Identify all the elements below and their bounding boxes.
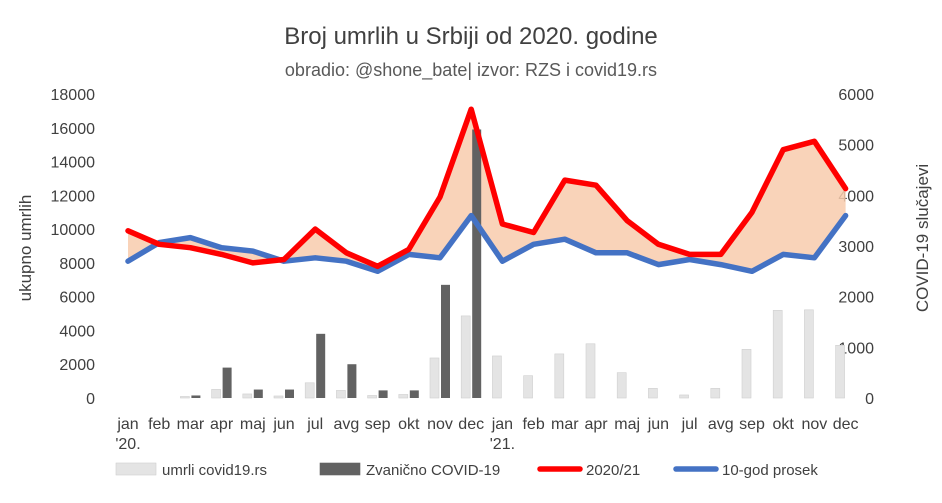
bar-zvanicno-covid19 — [409, 390, 419, 398]
bar-umrli-covid19rs — [804, 309, 814, 399]
bar-umrli-covid19rs — [741, 349, 752, 399]
bar-umrli-covid19rs — [648, 388, 658, 399]
x-tick-label: sep — [365, 416, 391, 433]
y-left-tick-label: 2000 — [59, 357, 95, 374]
x-tick-label: jun — [272, 416, 294, 433]
x-tick-label: feb — [522, 416, 544, 433]
bar-umrli-covid19rs — [523, 375, 533, 399]
x-year-label: '21. — [490, 436, 515, 453]
legend-label: Zvanično COVID-19 — [366, 462, 500, 479]
bar-umrli-covid19rs — [273, 395, 284, 399]
y-left-tick-label: 4000 — [59, 323, 95, 340]
bar-zvanicno-covid19 — [472, 129, 482, 398]
x-tick-label: okt — [773, 416, 795, 433]
x-tick-label: maj — [614, 416, 640, 433]
bar-umrli-covid19rs — [585, 343, 596, 399]
x-tick-label: jul — [681, 416, 698, 433]
y-right-tick-label: 0 — [865, 391, 874, 408]
y-right-tick-label: 2000 — [838, 290, 874, 307]
chart-title: Broj umrlih u Srbiji od 2020. godine — [284, 23, 658, 50]
legend-label: 2020/21 — [586, 462, 640, 479]
legend-swatch — [319, 462, 361, 476]
x-tick-label: apr — [210, 416, 234, 433]
x-tick-label: nov — [427, 416, 453, 433]
bar-umrli-covid19rs — [180, 396, 190, 399]
y-left-tick-label: 8000 — [59, 256, 95, 273]
bar-zvanicno-covid19 — [253, 389, 263, 398]
bar-umrli-covid19rs — [367, 395, 377, 399]
legend-swatch — [115, 462, 157, 476]
x-tick-label: nov — [802, 416, 828, 433]
bar-zvanicno-covid19 — [222, 367, 232, 398]
line-2020-21 — [125, 106, 849, 270]
y-right-tick-label: 6000 — [838, 87, 874, 104]
y-left-tick-label: 6000 — [59, 290, 95, 307]
y-right-tick-label: 1000 — [838, 340, 874, 357]
legend-item: umrli covid19.rs — [115, 462, 267, 479]
legend-label: 10-god prosek — [722, 462, 818, 479]
x-tick-label: maj — [240, 416, 266, 433]
x-tick-label: sep — [739, 416, 765, 433]
y-left-tick-label: 18000 — [51, 87, 96, 104]
legend: umrli covid19.rs Zvanično COVID-19 2020/21… — [115, 462, 818, 479]
bar-zvanicno-covid19 — [347, 364, 357, 398]
x-tick-label: jan — [491, 416, 513, 433]
x-tick-label: dec — [833, 416, 859, 433]
chart-subtitle: obradio: @shone_bate| izvor: RZS i covid… — [285, 60, 657, 81]
x-tick-label: okt — [398, 416, 420, 433]
x-tick-label: dec — [458, 416, 484, 433]
bar-zvanicno-covid19 — [191, 395, 201, 398]
legend-item: Zvanično COVID-19 — [319, 462, 500, 479]
y-right-tick-label: 5000 — [838, 138, 874, 155]
bar-umrli-covid19rs — [772, 310, 783, 399]
x-tick-label: apr — [584, 416, 608, 433]
x-tick-label: jan — [116, 416, 138, 433]
x-year-label: '20. — [115, 436, 140, 453]
bar-umrli-covid19rs — [429, 357, 440, 399]
bar-zvanicno-covid19 — [441, 284, 450, 398]
y-left-tick-label: 14000 — [51, 155, 96, 172]
bar-umrli-covid19rs — [492, 355, 502, 399]
legend-label: umrli covid19.rs — [162, 462, 267, 479]
bar-zvanicno-covid19 — [378, 390, 388, 398]
bar-umrli-covid19rs — [304, 382, 315, 399]
bar-umrli-covid19rs — [554, 353, 565, 399]
x-tick-label: mar — [551, 416, 579, 433]
y-left-tick-label: 16000 — [51, 121, 96, 138]
y-axis-right-label: COVID-19 slučajevi — [913, 164, 932, 312]
bar-umrli-covid19rs — [710, 388, 721, 399]
y-left-tick-label: 10000 — [51, 222, 96, 239]
y-right-tick-label: 3000 — [838, 239, 874, 256]
bar-umrli-covid19rs — [211, 389, 221, 399]
bar-umrli-covid19rs — [398, 394, 409, 399]
bar-umrli-covid19rs — [460, 315, 471, 399]
bar-zvanicno-covid19 — [285, 389, 294, 398]
x-tick-label: avg — [708, 416, 734, 433]
x-tick-label: avg — [334, 416, 360, 433]
y-axis-left-label: ukupno umrlih — [16, 195, 35, 302]
x-tick-label: mar — [177, 416, 205, 433]
legend-item: 2020/21 — [537, 462, 640, 479]
y-left-tick-label: 0 — [86, 391, 95, 408]
x-tick-label: feb — [148, 416, 170, 433]
excess-deaths-area — [128, 109, 846, 272]
plot-area: 0200040006000800010000120001400016000180… — [51, 87, 875, 453]
x-tick-label: jul — [306, 416, 323, 433]
bar-umrli-covid19rs — [242, 393, 253, 399]
bar-umrli-covid19rs — [679, 394, 689, 399]
bar-umrli-covid19rs — [835, 345, 845, 399]
bar-umrli-covid19rs — [336, 390, 346, 399]
legend-item: 10-god prosek — [673, 462, 818, 479]
bar-umrli-covid19rs — [616, 372, 627, 399]
line-10-god-prosek — [125, 212, 849, 275]
y-left-tick-label: 12000 — [51, 188, 96, 205]
x-tick-label: jun — [647, 416, 669, 433]
bar-zvanicno-covid19 — [316, 333, 326, 398]
y-right-tick-label: 4000 — [838, 188, 874, 205]
